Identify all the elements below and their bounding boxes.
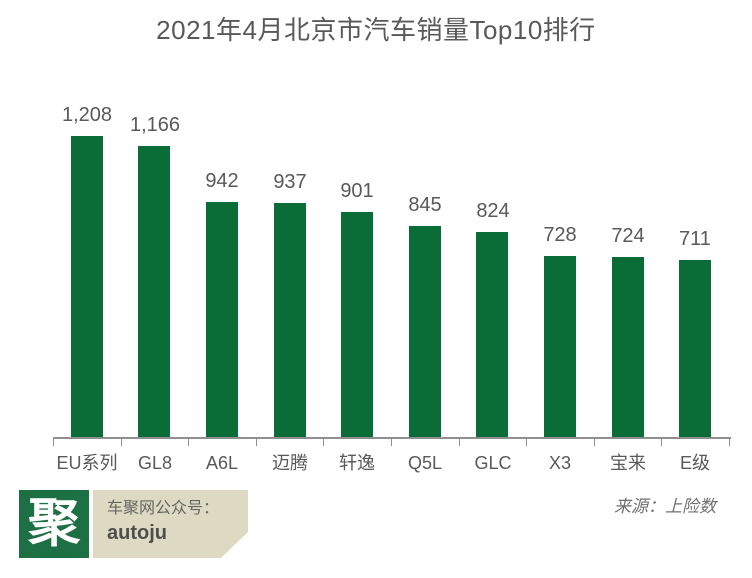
axis-tick bbox=[121, 437, 122, 446]
bar-value-label: 937 bbox=[273, 171, 307, 193]
brand-logo: 聚 bbox=[19, 490, 89, 558]
bar bbox=[138, 146, 170, 437]
bar bbox=[341, 212, 373, 437]
axis-tick bbox=[661, 437, 662, 446]
category-label: GLC bbox=[474, 453, 512, 473]
source-note: 来源：上险数 bbox=[614, 497, 716, 516]
account-box: 车聚网公众号： autoju bbox=[93, 490, 248, 558]
account-label: 车聚网公众号： bbox=[107, 500, 220, 517]
bar bbox=[274, 203, 306, 437]
axis-tick bbox=[323, 437, 324, 446]
bar-chart: 1,208 1,166 942 937 901 845 824 728 724 711 EU系列 G… bbox=[53, 104, 731, 473]
bar-value-label: 711 bbox=[679, 228, 711, 250]
bar bbox=[544, 256, 576, 437]
category-label: EU系列 bbox=[56, 453, 118, 473]
axis-tick bbox=[526, 437, 527, 446]
category-label: A6L bbox=[205, 453, 239, 473]
category-label: Q5L bbox=[407, 453, 443, 473]
category-label: 宝来 bbox=[610, 453, 646, 473]
category-label: GL8 bbox=[137, 453, 173, 473]
account-name: autoju bbox=[107, 522, 167, 544]
axis-tick bbox=[53, 437, 54, 446]
axis-tick bbox=[391, 437, 392, 446]
chart-title: 2021年4月北京市汽车销量Top10排行 bbox=[156, 15, 596, 45]
bar bbox=[679, 260, 711, 437]
bar-value-label: 724 bbox=[611, 225, 645, 247]
bar-value-label: 824 bbox=[476, 200, 510, 222]
bar-value-label: 901 bbox=[340, 180, 374, 202]
bar-value-label: 1,166 bbox=[129, 114, 181, 136]
bar bbox=[206, 202, 238, 437]
axis-tick bbox=[594, 437, 595, 446]
category-label: X3 bbox=[548, 453, 572, 473]
bar bbox=[612, 257, 644, 437]
bar-value-label: 1,208 bbox=[61, 104, 113, 126]
bar bbox=[409, 226, 441, 437]
bar-value-label: 728 bbox=[543, 224, 577, 246]
category-label: E级 bbox=[679, 453, 710, 473]
category-label: 迈腾 bbox=[272, 453, 308, 473]
bar-value-label: 845 bbox=[408, 194, 442, 216]
bar bbox=[71, 136, 103, 437]
bar bbox=[476, 232, 508, 437]
bar-value-label: 942 bbox=[205, 170, 239, 192]
axis-tick bbox=[256, 437, 257, 446]
axis-tick bbox=[459, 437, 460, 446]
axis-tick bbox=[188, 437, 189, 446]
axis-tick bbox=[729, 437, 730, 446]
category-label: 轩逸 bbox=[339, 453, 375, 473]
x-axis-line bbox=[53, 437, 731, 439]
